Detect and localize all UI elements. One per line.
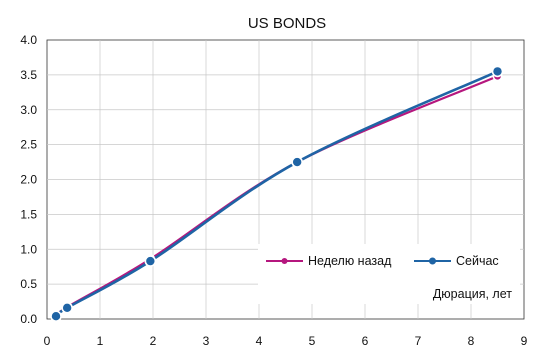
series-1 <box>50 65 504 323</box>
x-tick-label: 0 <box>44 334 51 348</box>
x-tick-label: 2 <box>150 334 157 348</box>
legend <box>258 244 520 304</box>
y-tick-label: 3.0 <box>20 103 37 117</box>
data-point <box>61 302 73 314</box>
x-tick-label: 4 <box>256 334 263 348</box>
y-tick-label: 0.0 <box>20 312 37 326</box>
legend-label-now: Сейчас <box>456 254 499 268</box>
legend-item-week-ago: Неделю назад <box>266 254 392 268</box>
legend-item-now: Сейчас <box>414 254 499 268</box>
y-tick-label: 1.0 <box>20 242 37 256</box>
x-tick-label: 8 <box>468 334 475 348</box>
y-tick-label: 4.0 <box>20 33 37 47</box>
chart-title: US BONDS <box>248 15 326 32</box>
y-tick-label: 0.5 <box>20 277 37 291</box>
data-point <box>291 156 303 168</box>
x-tick-label: 7 <box>415 334 422 348</box>
x-tick-label: 3 <box>203 334 210 348</box>
y-tick-label: 3.5 <box>20 68 37 82</box>
x-axis-label: Дюрация, лет <box>433 287 512 301</box>
data-point <box>144 255 157 267</box>
data-point <box>50 310 62 323</box>
legend-marker-week-ago <box>281 258 288 264</box>
x-tick-label: 1 <box>97 334 104 348</box>
y-tick-label: 1.5 <box>20 207 37 221</box>
series-layer <box>50 65 504 323</box>
y-tick-label: 2.0 <box>20 173 37 187</box>
data-point <box>491 65 504 78</box>
legend-marker-now <box>429 257 436 265</box>
x-tick-label: 9 <box>521 334 528 348</box>
legend-label-week-ago: Неделю назад <box>308 254 392 268</box>
y-axis: 0.0 0.5 1.0 1.5 2.0 2.5 3.0 3.5 4.0 <box>20 33 37 326</box>
x-tick-label: 6 <box>362 334 369 348</box>
y-tick-label: 2.5 <box>20 138 37 152</box>
x-axis: 0 1 2 3 4 5 6 7 8 9 <box>44 334 528 348</box>
x-tick-label: 5 <box>309 334 316 348</box>
